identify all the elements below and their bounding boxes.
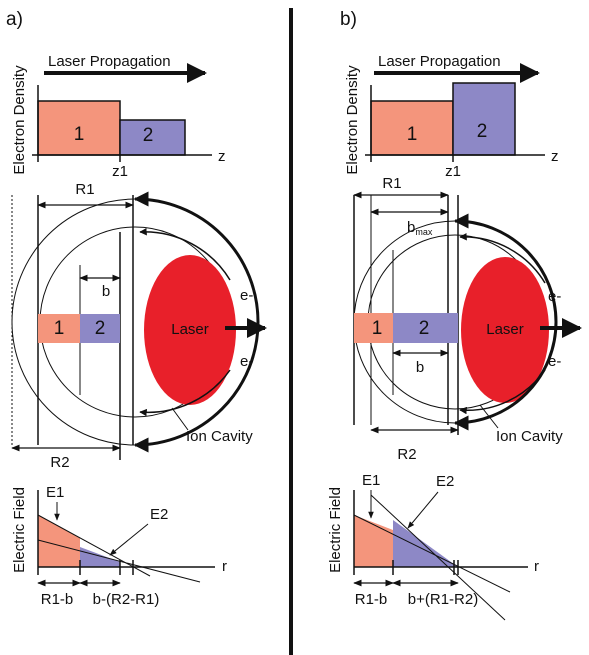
ion-cavity-label: Ion Cavity — [496, 428, 563, 445]
tick-label: z1 — [445, 163, 461, 180]
region — [38, 515, 80, 567]
electron-label: e- — [548, 288, 561, 305]
region-label: 2 — [95, 318, 106, 339]
dimension-subscript: max — [415, 227, 433, 237]
dimension-label: R2 — [50, 454, 69, 471]
field-label: E2 — [436, 473, 454, 490]
axis-label: Electric Field — [327, 487, 344, 573]
field-label: E1 — [362, 472, 380, 489]
dimension-label: b — [407, 219, 415, 236]
figure: a) Laser Propagation 1 2 z1 z Electron D… — [0, 0, 589, 655]
axis-label: Electron Density — [11, 65, 28, 175]
region-label: 2 — [419, 318, 430, 339]
segment-label: R1-b — [355, 591, 388, 608]
propagation-label: Laser Propagation — [48, 53, 171, 70]
axis-label: Electron Density — [344, 65, 361, 175]
axis-label: z — [551, 148, 559, 165]
dimension-label: R2 — [397, 446, 416, 463]
panel-b: b) Laser Propagation 1 2 z1 z Electron D… — [327, 9, 580, 620]
electron-label: e- — [240, 287, 253, 304]
line — [408, 492, 438, 528]
region-label: 1 — [54, 318, 65, 339]
electron-label: e- — [548, 353, 561, 370]
panel-a: a) Laser Propagation 1 2 z1 z Electron D… — [6, 9, 265, 608]
dimension-label: R1 — [382, 175, 401, 192]
laser-label: Laser — [171, 321, 209, 338]
propagation-label: Laser Propagation — [378, 53, 501, 70]
axis-label: Electric Field — [11, 487, 28, 573]
field-label: E2 — [150, 506, 168, 523]
region-label: 2 — [477, 121, 488, 142]
region — [453, 83, 515, 155]
axis-label: r — [534, 558, 539, 575]
region-label: 2 — [143, 125, 154, 146]
tick-label: z1 — [112, 163, 128, 180]
axis-label: z — [218, 148, 226, 165]
dimension-label: b — [102, 283, 110, 300]
segment-label: b-(R2-R1) — [93, 591, 160, 608]
region — [354, 515, 393, 567]
ion-cavity-label: Ion Cavity — [186, 428, 253, 445]
panel-label: b) — [340, 9, 357, 30]
region-label: 1 — [407, 124, 418, 145]
line — [172, 408, 188, 430]
field-label: E1 — [46, 484, 64, 501]
region-label: 1 — [74, 124, 85, 145]
segment-label: R1-b — [41, 591, 74, 608]
dimension-label: R1 — [75, 181, 94, 198]
dimension-label: b — [416, 359, 424, 376]
region — [80, 547, 120, 567]
line — [110, 524, 148, 555]
dimension-label: bmax — [407, 219, 433, 237]
axis-label: r — [222, 558, 227, 575]
panel-label: a) — [6, 9, 23, 30]
laser-label: Laser — [486, 321, 524, 338]
region — [393, 520, 458, 567]
electron-label: e- — [240, 353, 253, 370]
region-label: 1 — [372, 318, 383, 339]
segment-label: b+(R1-R2) — [408, 591, 478, 608]
